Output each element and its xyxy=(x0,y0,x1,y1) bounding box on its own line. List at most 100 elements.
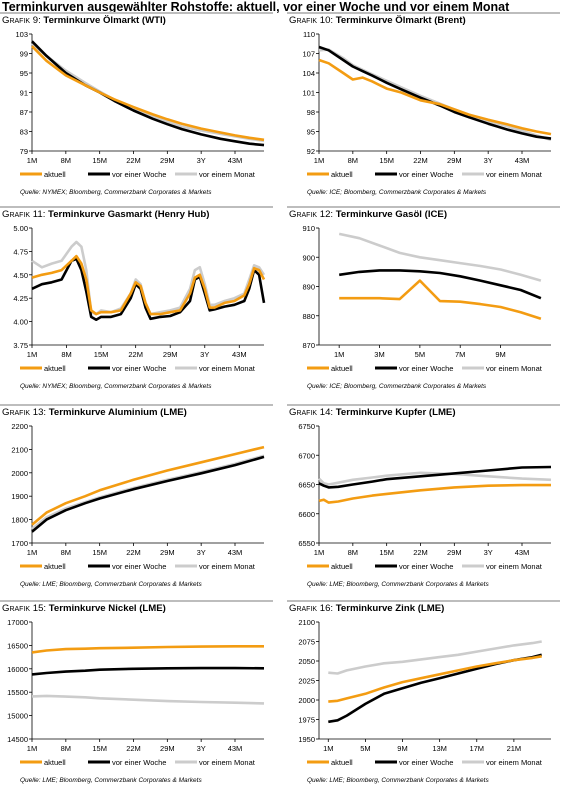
x-tick-label: 1M xyxy=(334,350,344,359)
chart-title: Grafik 14: Terminkurve Kupfer (LME) xyxy=(289,407,456,418)
legend-label-vor-einem-monat: vor einem Monat xyxy=(199,364,256,373)
x-tick-label: 8M xyxy=(61,156,71,165)
legend-label-aktuell: aktuell xyxy=(331,364,353,373)
x-tick-label: 1M xyxy=(314,548,324,557)
y-tick-label: 2100 xyxy=(298,618,315,627)
x-tick-label: 5M xyxy=(415,350,425,359)
x-tick-label: 29M xyxy=(160,744,175,753)
x-tick-label: 29M xyxy=(447,156,462,165)
series-line-vor-einer-woche xyxy=(318,465,552,489)
legend-label-vor-einem-monat: vor einem Monat xyxy=(486,170,543,179)
x-tick-label: 3Y xyxy=(197,156,206,165)
x-tick-label: 17M xyxy=(469,744,484,753)
panel-rule xyxy=(0,12,273,14)
x-tick-label: 1M xyxy=(323,744,333,753)
x-tick-label: 3M xyxy=(374,350,384,359)
chart-panel-nickel: Grafik 15: Terminkurve Nickel (LME) 1700… xyxy=(0,600,273,790)
x-tick-label: 22M xyxy=(126,744,141,753)
y-tick-label: 4.00 xyxy=(13,318,28,327)
legend-label-aktuell: aktuell xyxy=(44,364,66,373)
panel-rule xyxy=(287,404,560,406)
chart-title: Grafik 13: Terminkurve Aluminium (LME) xyxy=(2,407,187,418)
legend-label-vor-einem-monat: vor einem Monat xyxy=(486,758,543,767)
series-line-aktuell xyxy=(31,254,266,316)
x-tick-label: 1M xyxy=(27,350,37,359)
chart-number: Grafik 16: xyxy=(289,603,334,614)
legend-label-vor-einer-woche: vor einer Woche xyxy=(112,758,166,767)
chart-source: Quelle: LME; Bloomberg, Commerzbank Corp… xyxy=(20,581,202,588)
x-tick-label: 22M xyxy=(126,156,141,165)
chart-number: Grafik 13: xyxy=(2,407,47,418)
y-tick-label: 79 xyxy=(20,147,28,156)
y-tick-label: 2075 xyxy=(298,638,315,647)
chart-number: Grafik 12: xyxy=(289,209,334,220)
x-tick-label: 3Y xyxy=(484,548,493,557)
x-tick-label: 43M xyxy=(515,548,530,557)
page-title: Terminkurven ausgewählter Rohstoffe: akt… xyxy=(2,0,510,14)
x-tick-label: 8M xyxy=(348,156,358,165)
chart-number: Grafik 11: xyxy=(2,209,46,220)
series-line-aktuell xyxy=(31,45,265,142)
panel-rule xyxy=(0,600,273,602)
y-tick-label: 99 xyxy=(20,50,28,59)
series-line-vor-einem-monat xyxy=(31,694,265,705)
x-tick-label: 9M xyxy=(397,744,407,753)
series-line-aktuell xyxy=(31,445,265,526)
series-line-vor-einer-woche xyxy=(31,257,266,321)
y-tick-label: 101 xyxy=(302,89,315,98)
x-tick-label: 3Y xyxy=(197,548,206,557)
series-line-vor-einem-monat xyxy=(31,42,265,143)
x-tick-label: 29M xyxy=(163,350,178,359)
series-line-aktuell xyxy=(318,58,552,136)
x-tick-label: 43M xyxy=(228,744,243,753)
x-tick-label: 5M xyxy=(360,744,370,753)
x-tick-label: 43M xyxy=(232,350,247,359)
panel-rule xyxy=(287,12,560,14)
x-tick-label: 15M xyxy=(92,744,107,753)
series-line-vor-einer-woche xyxy=(328,653,543,724)
panel-rule xyxy=(0,404,273,406)
legend-label-vor-einem-monat: vor einem Monat xyxy=(199,758,256,767)
y-tick-label: 110 xyxy=(303,30,315,39)
chart-panel-henry-hub: Grafik 11: Terminkurve Gasmarkt (Henry H… xyxy=(0,206,273,396)
series-line-aktuell xyxy=(318,483,551,504)
chart-title-text: Terminkurve Ölmarkt (Brent) xyxy=(335,15,466,26)
y-tick-label: 890 xyxy=(302,283,315,292)
x-tick-label: 29M xyxy=(160,156,175,165)
legend-label-vor-einer-woche: vor einer Woche xyxy=(112,170,166,179)
chart-title-text: Terminkurve Aluminium (LME) xyxy=(48,407,187,418)
y-tick-label: 5.00 xyxy=(13,224,28,233)
legend-label-aktuell: aktuell xyxy=(44,170,66,179)
legend-label-aktuell: aktuell xyxy=(331,170,353,179)
y-tick-label: 87 xyxy=(20,108,28,117)
chart-source: Quelle: ICE; Bloomberg, Commerzbank Corp… xyxy=(307,383,487,390)
x-tick-label: 22M xyxy=(126,548,141,557)
chart-source: Quelle: ICE; Bloomberg, Commerzbank Corp… xyxy=(307,189,487,196)
x-tick-label: 15M xyxy=(379,156,394,165)
x-tick-label: 8M xyxy=(61,548,71,557)
y-tick-label: 3.75 xyxy=(13,341,28,350)
x-tick-label: 3Y xyxy=(200,350,209,359)
y-tick-label: 15500 xyxy=(7,688,28,697)
y-tick-label: 4.75 xyxy=(13,247,28,256)
x-tick-label: 7M xyxy=(455,350,465,359)
legend-label-vor-einer-woche: vor einer Woche xyxy=(399,562,453,571)
chart-gasoel: 910 900 890 880 870 1M 3M 5M 7M 9M aktuell vor eine… xyxy=(302,224,551,373)
y-tick-label: 16000 xyxy=(7,665,28,674)
x-tick-label: 15M xyxy=(92,156,107,165)
series-line-vor-einer-woche xyxy=(31,666,265,676)
x-tick-label: 21M xyxy=(507,744,522,753)
chart-title-text: Terminkurve Ölmarkt (WTI) xyxy=(43,15,166,26)
series-line-vor-einer-woche xyxy=(339,269,542,300)
legend-label-aktuell: aktuell xyxy=(44,562,66,571)
chart-number: Grafik 10: xyxy=(289,15,334,26)
y-tick-label: 4.50 xyxy=(13,271,28,280)
y-tick-label: 14500 xyxy=(7,735,28,744)
y-tick-label: 16500 xyxy=(7,641,28,650)
chart-title: Grafik 11: Terminkurve Gasmarkt (Henry H… xyxy=(2,209,209,220)
y-tick-label: 6550 xyxy=(298,539,315,548)
